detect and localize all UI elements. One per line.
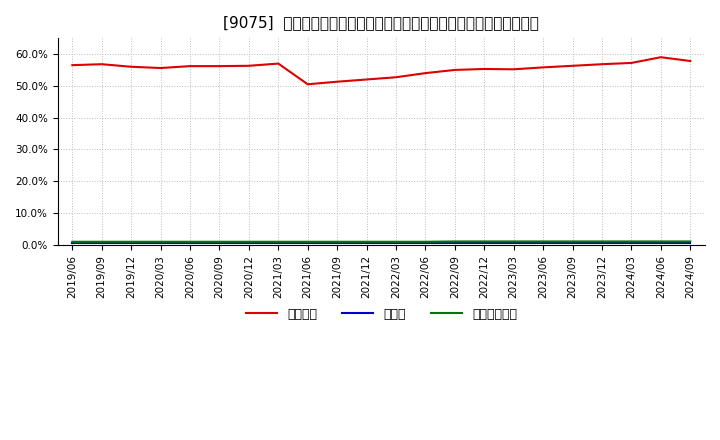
繰延税金資産 [686, 239, 695, 244]
繰延税金資産 [215, 239, 224, 244]
のれん [627, 240, 636, 246]
Line: 自己資本: 自己資本 [72, 57, 690, 84]
繰延税金資産 [451, 239, 459, 244]
のれん [215, 240, 224, 246]
のれん [392, 240, 400, 246]
繰延税金資産 [510, 239, 518, 244]
のれん [274, 240, 283, 246]
自己資本 [245, 63, 253, 69]
のれん [303, 240, 312, 246]
繰延税金資産 [568, 239, 577, 244]
繰延税金資産 [421, 239, 430, 244]
Legend: 自己資本, のれん, 繰延税金資産: 自己資本, のれん, 繰延税金資産 [240, 303, 522, 326]
自己資本 [598, 62, 606, 67]
のれん [156, 240, 165, 246]
繰延税金資産 [274, 239, 283, 244]
のれん [97, 240, 106, 246]
のれん [657, 240, 665, 246]
自己資本 [568, 63, 577, 69]
自己資本 [657, 55, 665, 60]
自己資本 [627, 60, 636, 66]
繰延税金資産 [333, 239, 341, 244]
繰延税金資産 [627, 239, 636, 244]
自己資本 [68, 62, 76, 68]
繰延税金資産 [97, 239, 106, 244]
のれん [421, 240, 430, 246]
繰延税金資産 [362, 239, 371, 244]
繰延税金資産 [539, 239, 547, 244]
のれん [539, 240, 547, 246]
Title: [9075]  自己資本、のれん、繰延税金資産の総資産に対する比率の推移: [9075] 自己資本、のれん、繰延税金資産の総資産に対する比率の推移 [223, 15, 539, 30]
繰延税金資産 [186, 239, 194, 244]
のれん [68, 240, 76, 246]
繰延税金資産 [598, 239, 606, 244]
自己資本 [303, 81, 312, 87]
のれん [598, 240, 606, 246]
自己資本 [362, 77, 371, 82]
のれん [686, 240, 695, 246]
自己資本 [686, 59, 695, 64]
繰延税金資産 [245, 239, 253, 244]
自己資本 [156, 66, 165, 71]
のれん [333, 240, 341, 246]
繰延税金資産 [657, 239, 665, 244]
のれん [568, 240, 577, 246]
自己資本 [97, 62, 106, 67]
自己資本 [510, 66, 518, 72]
自己資本 [451, 67, 459, 73]
自己資本 [392, 75, 400, 80]
自己資本 [333, 79, 341, 84]
自己資本 [539, 65, 547, 70]
自己資本 [274, 61, 283, 66]
自己資本 [480, 66, 489, 72]
繰延税金資産 [68, 239, 76, 244]
のれん [186, 240, 194, 246]
自己資本 [186, 63, 194, 69]
自己資本 [127, 64, 135, 70]
繰延税金資産 [480, 239, 489, 244]
のれん [510, 240, 518, 246]
のれん [245, 240, 253, 246]
のれん [480, 240, 489, 246]
繰延税金資産 [392, 239, 400, 244]
自己資本 [421, 70, 430, 76]
繰延税金資産 [127, 239, 135, 244]
のれん [127, 240, 135, 246]
繰延税金資産 [156, 239, 165, 244]
のれん [362, 240, 371, 246]
のれん [451, 240, 459, 246]
自己資本 [215, 63, 224, 69]
繰延税金資産 [303, 239, 312, 244]
